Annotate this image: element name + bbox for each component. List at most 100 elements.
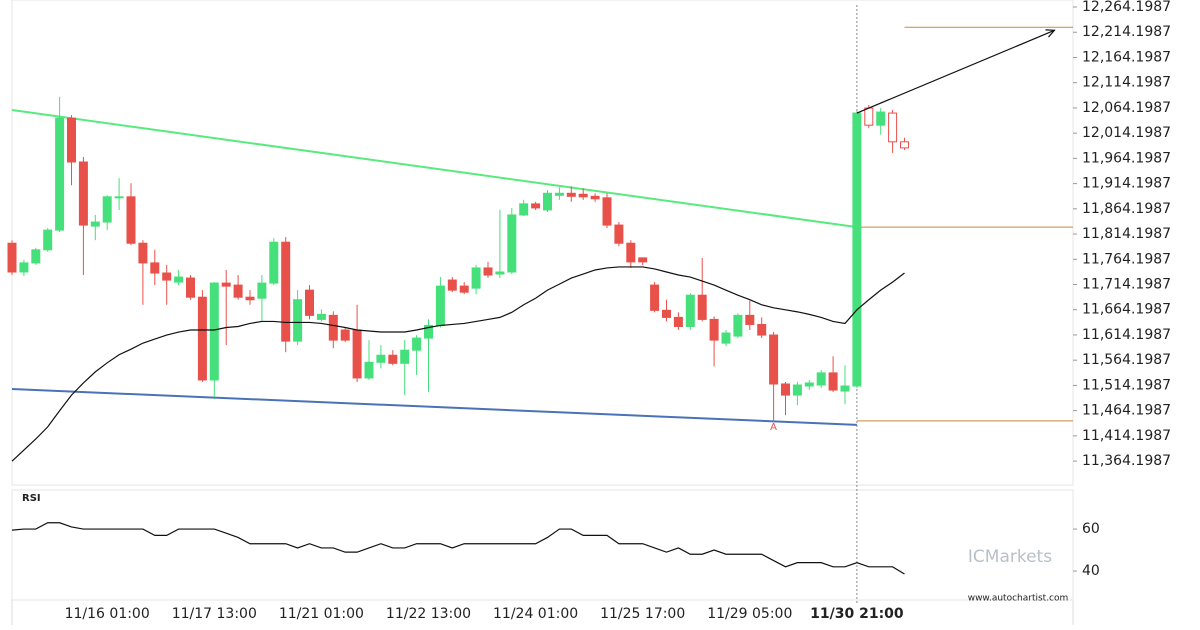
x-tick-label: 11/16 01:00 — [65, 606, 150, 622]
candle-body — [543, 192, 552, 211]
candle-body — [78, 161, 88, 226]
candle-body — [685, 294, 695, 327]
candle-body — [352, 329, 362, 379]
rsi-panel — [11, 489, 1074, 601]
candle-body — [888, 112, 898, 143]
candle-body — [328, 314, 338, 341]
x-tick-label: 11/30 21:00 — [810, 606, 904, 622]
candle-body — [447, 279, 457, 291]
candle-body — [876, 111, 886, 126]
candle-body — [245, 296, 255, 301]
candle-body — [7, 242, 17, 273]
candle-body — [412, 337, 422, 351]
y-tick-label: 12,164.1987 — [1082, 49, 1171, 65]
candle-body — [507, 214, 517, 273]
y-tick-label: 11,464.1987 — [1082, 403, 1171, 419]
candle-body — [590, 195, 600, 200]
candle-body — [257, 282, 267, 299]
y-tick-label: 11,514.1987 — [1082, 377, 1171, 393]
candle-body — [364, 361, 374, 379]
candle-body — [126, 196, 136, 244]
arrow-head — [1045, 29, 1056, 38]
candle-body — [269, 241, 279, 284]
candle-body — [816, 372, 826, 386]
candle-body — [174, 276, 184, 283]
candle-body — [305, 289, 314, 316]
candle-body — [650, 284, 660, 311]
candle-body — [102, 196, 112, 223]
candle-body — [483, 267, 493, 276]
candle-body — [233, 284, 243, 298]
source: www.autochartist.com — [968, 594, 1069, 604]
y-tick-label: 11,364.1987 — [1082, 453, 1171, 469]
trend-line — [11, 109, 858, 229]
candle-body — [424, 324, 433, 339]
candle-body — [804, 382, 814, 387]
candle-body — [340, 329, 350, 341]
candle-body — [459, 285, 469, 293]
candle-body — [578, 193, 588, 198]
candle-body — [55, 117, 65, 231]
candle-body — [614, 224, 624, 244]
candle-body — [138, 242, 148, 264]
candle-body — [828, 372, 838, 391]
candle-body — [840, 385, 850, 392]
candle-body — [31, 249, 41, 264]
y-tick-label: 11,814.1987 — [1082, 226, 1171, 242]
candle-body — [150, 262, 160, 274]
candle-body — [388, 354, 398, 364]
y-tick-label: 11,614.1987 — [1082, 327, 1171, 343]
candle-body — [673, 316, 683, 327]
y-tick-label: 11,864.1987 — [1082, 201, 1171, 217]
candle-body — [852, 112, 862, 387]
candle-body — [162, 272, 172, 281]
candle-body — [602, 197, 612, 226]
candle-body — [745, 314, 755, 325]
candle-body — [316, 313, 326, 320]
candle-body — [495, 271, 505, 275]
trend-line — [11, 388, 857, 426]
candle-body — [376, 354, 386, 363]
candle-body — [293, 299, 303, 342]
watermark: ICMarkets — [968, 547, 1052, 567]
y-tick-label: 12,114.1987 — [1082, 75, 1171, 91]
y-tick-label: 11,414.1987 — [1082, 428, 1171, 444]
candle-body — [43, 229, 53, 251]
candle-body — [435, 285, 445, 326]
y-tick-label: 12,214.1987 — [1082, 24, 1171, 40]
forecast-arrow — [856, 29, 1055, 114]
y-tick-label: 11,914.1987 — [1082, 176, 1171, 192]
candle-body — [519, 203, 529, 216]
candle-body — [566, 192, 576, 197]
candle-body — [900, 141, 909, 149]
y-tick-label: 11,664.1987 — [1082, 302, 1171, 318]
rsi-line — [11, 522, 905, 575]
candle-body — [186, 277, 195, 298]
rsi-title: RSI — [22, 493, 41, 504]
candle-body — [209, 282, 219, 381]
y-tick-label: 12,264.1987 — [1082, 0, 1171, 15]
candle-body — [709, 318, 719, 341]
rsi-tick-label: 60 — [1082, 521, 1100, 537]
y-tick-label: 12,064.1987 — [1082, 100, 1171, 116]
candle-body — [67, 117, 76, 163]
candle-body — [697, 294, 707, 320]
candle-body — [19, 262, 29, 273]
y-tick-label: 11,764.1987 — [1082, 251, 1171, 267]
candle-body — [757, 323, 767, 336]
y-tick-label: 11,964.1987 — [1082, 150, 1171, 166]
candle-body — [781, 383, 790, 396]
candle-body — [733, 314, 743, 337]
candle-body — [114, 196, 124, 199]
candle-body — [471, 267, 481, 289]
candle-body — [531, 203, 541, 209]
y-tick-label: 12,014.1987 — [1082, 125, 1171, 141]
candle-body — [864, 107, 874, 126]
candle-body — [662, 309, 671, 318]
x-tick-label: 11/24 01:00 — [493, 606, 578, 622]
candle-body — [197, 296, 207, 381]
pattern-marker: A — [770, 422, 777, 433]
candle-body — [554, 192, 564, 196]
x-tick-label: 11/22 13:00 — [386, 606, 471, 622]
